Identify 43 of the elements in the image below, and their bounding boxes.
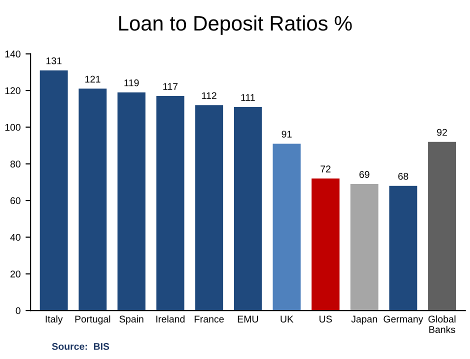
bar	[78, 88, 107, 311]
bar	[350, 184, 378, 311]
data-label: 121	[85, 76, 100, 82]
data-label: 111	[241, 94, 255, 101]
y-tick-label: 60	[10, 197, 20, 204]
data-label: 119	[124, 79, 139, 86]
chart-title: Loan to Deposit Ratios %	[119, 15, 352, 35]
x-tick-label: Spain	[119, 315, 144, 324]
x-tick-label: UK	[280, 316, 294, 323]
x-tick-label: France	[194, 316, 224, 323]
x-tick-label: Global Banks	[428, 315, 456, 334]
bar	[118, 92, 146, 311]
x-tick-label: Portugal	[75, 315, 110, 324]
x-tick-label: Italy	[46, 315, 63, 324]
y-tick-label: 80	[10, 160, 20, 168]
x-tick-label: Japan	[351, 316, 377, 324]
x-tick-label: EMU	[238, 316, 258, 323]
y-tick-label: 20	[10, 270, 20, 278]
data-label: 131	[46, 57, 62, 64]
data-label: 69	[359, 171, 370, 178]
data-label: 68	[398, 172, 408, 180]
y-tick-label: 100	[5, 124, 20, 131]
y-tick-label: 0	[16, 307, 20, 314]
bar	[156, 96, 184, 311]
y-tick-label: 140	[5, 50, 20, 58]
bar	[195, 105, 224, 311]
data-label: 91	[282, 130, 292, 138]
data-label: 117	[163, 83, 178, 90]
bar	[312, 178, 340, 311]
data-label: 112	[202, 92, 216, 100]
data-label: 92	[437, 128, 447, 136]
bar	[272, 144, 301, 311]
bar	[40, 70, 68, 311]
source-note: Source: BIS	[52, 343, 110, 350]
data-label: 72	[320, 166, 330, 172]
x-tick-label: US	[320, 316, 332, 323]
x-tick-label: Germany	[384, 316, 424, 324]
bar	[234, 107, 262, 311]
x-tick-label: Ireland	[156, 315, 185, 323]
y-tick-label: 120	[5, 87, 20, 94]
bar	[389, 186, 418, 311]
y-tick-label: 40	[10, 234, 20, 241]
bar	[428, 142, 456, 311]
